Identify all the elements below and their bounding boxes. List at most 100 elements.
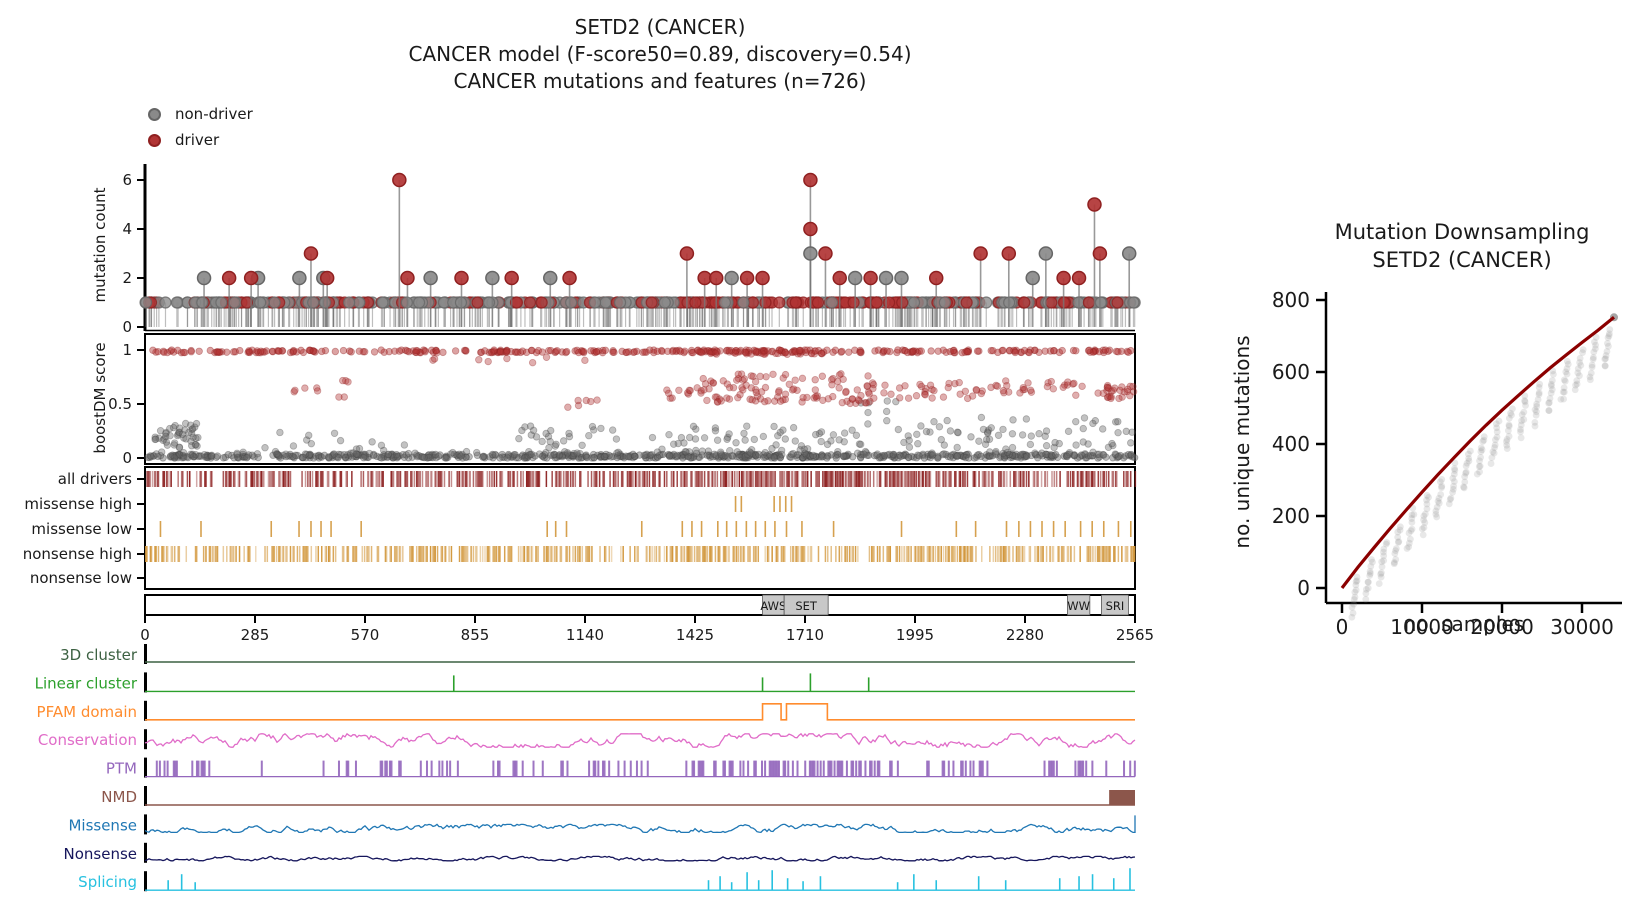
- needle-peak: [303, 246, 319, 261]
- feature-label-PFAM-domain: PFAM domain: [37, 703, 137, 721]
- needle-peak: [1092, 246, 1108, 261]
- xaxis-tick-1140: 1140: [566, 626, 604, 644]
- feature-label-Linear-cluster: Linear cluster: [35, 674, 138, 692]
- track-label-missense-high: missense high: [24, 495, 132, 513]
- xaxis-tick-1710: 1710: [786, 626, 824, 644]
- needle-peak: [739, 270, 755, 286]
- needle-peak: [196, 270, 212, 286]
- needle-peak: [832, 270, 847, 286]
- needle-peak: [724, 270, 739, 286]
- mutation-downsampling-plot: 0 200 400 600 800 0 10000 20000 30000: [1272, 288, 1622, 639]
- feature-label-Missense: Missense: [68, 816, 137, 834]
- needle-peak: [243, 270, 259, 286]
- track-label-missense-low: missense low: [31, 520, 132, 538]
- needle-peak: [454, 270, 469, 286]
- needle-peak: [423, 270, 438, 286]
- ds-xtick-10000: 10000: [1390, 615, 1454, 639]
- figure-title-line2: CANCER model (F-score50=0.89, discovery=…: [408, 42, 912, 66]
- feature-label-NMD: NMD: [101, 788, 137, 806]
- xaxis-tick-1995: 1995: [896, 626, 934, 644]
- score-ytick-0: 0: [122, 449, 132, 467]
- needle-peak: [1071, 270, 1087, 286]
- needle-ytick-6: 6: [122, 171, 132, 189]
- needle-peak: [894, 270, 909, 286]
- needle-peak: [1001, 246, 1017, 261]
- feature-label-Nonsense: Nonsense: [64, 845, 138, 863]
- needle-peak: [319, 270, 335, 286]
- needle-peak: [973, 246, 988, 261]
- needle-ytick-0: 0: [122, 318, 132, 336]
- ds-xtick-30000: 30000: [1550, 615, 1614, 639]
- track-label-nonsense-low: nonsense low: [30, 569, 132, 587]
- needle-peak: [878, 270, 894, 286]
- legend-label-non-driver: non-driver: [175, 105, 253, 123]
- legend-item-driver: driver: [148, 127, 253, 153]
- boostdm-score-plot: 00.51: [108, 333, 1139, 467]
- needle-peak: [543, 270, 558, 286]
- track-label-nonsense-high: nonsense high: [23, 545, 132, 563]
- protein-domain-bar: AWS SET WW SRI 0 285 570 855 1140 1425 1710 1995 228…: [140, 594, 1154, 644]
- needle-peak: [818, 246, 833, 261]
- feature-label-Conservation: Conservation: [38, 731, 137, 749]
- xaxis-tick-570: 570: [351, 626, 380, 644]
- driver-legend: non-driver driver: [148, 101, 253, 153]
- needle-peak: [679, 246, 695, 261]
- domain-label-AWS: AWS: [760, 599, 786, 613]
- needle-peak: [292, 270, 307, 286]
- feature-label-PTM: PTM: [106, 760, 137, 778]
- downsampling-title-line2: SETD2 (CANCER): [1372, 248, 1552, 272]
- feature-label-3D-cluster: 3D cluster: [60, 646, 138, 664]
- driver-dot-icon: [148, 133, 161, 147]
- mutation-needle-plot: 0 2 4 6: [122, 164, 1141, 336]
- legend-item-non-driver: non-driver: [148, 101, 253, 127]
- needle-peak: [803, 246, 818, 261]
- domain-label-SET: SET: [795, 599, 818, 613]
- needle-peak: [803, 172, 818, 188]
- score-ytick-1: 1: [122, 341, 132, 359]
- needle-peak: [562, 270, 577, 286]
- ds-xtick-20000: 20000: [1470, 615, 1534, 639]
- needle-peak: [1056, 270, 1071, 286]
- domain-label-SRI: SRI: [1106, 599, 1125, 613]
- needle-ytick-4: 4: [122, 220, 132, 238]
- ds-xtick-0: 0: [1336, 615, 1349, 639]
- ds-ytick-600: 600: [1272, 360, 1310, 384]
- xaxis-tick-855: 855: [461, 626, 490, 644]
- ds-ytick-800: 800: [1272, 288, 1310, 312]
- ds-ytick-0: 0: [1297, 576, 1310, 600]
- needle-peak: [400, 270, 415, 286]
- domain-label-WW: WW: [1067, 599, 1090, 613]
- needle-peak: [392, 172, 407, 188]
- ds-ytick-400: 400: [1272, 432, 1310, 456]
- domain-box-WW: [1067, 594, 1091, 616]
- needle-peak: [928, 270, 944, 286]
- driver-consequence-tracks: all drivers missense high missense low nons…: [23, 466, 1137, 590]
- downsampling-xlabel: no. samples: [1403, 612, 1525, 636]
- needle-peak: [708, 270, 724, 286]
- domain-box-SET: [783, 594, 829, 616]
- track-label-all-drivers: all drivers: [58, 470, 132, 488]
- ds-ytick-200: 200: [1272, 504, 1310, 528]
- needle-peak: [803, 221, 818, 237]
- non-driver-dot-icon: [148, 107, 161, 121]
- needle-peak: [485, 270, 500, 286]
- xaxis-tick-1425: 1425: [676, 626, 714, 644]
- xaxis-tick-0: 0: [140, 626, 150, 644]
- downsampling-title-line1: Mutation Downsampling: [1334, 220, 1590, 244]
- needle-peak: [1087, 197, 1102, 212]
- xaxis-tick-285: 285: [241, 626, 270, 644]
- xaxis-tick-2280: 2280: [1006, 626, 1044, 644]
- legend-label-driver: driver: [175, 131, 220, 149]
- needle-peak: [1121, 246, 1137, 261]
- needle-peak: [221, 270, 237, 286]
- score-ytick-0.5: 0.5: [108, 395, 132, 413]
- needle-ytick-2: 2: [122, 269, 132, 287]
- feature-tracks: 3D cluster Linear cluster PFAM domain Conse…: [35, 644, 1136, 892]
- domain-box-SRI: [1101, 594, 1129, 616]
- xaxis-tick-2565: 2565: [1116, 626, 1154, 644]
- feature-label-Splicing: Splicing: [78, 873, 137, 891]
- needle-peak: [863, 270, 878, 286]
- needle-peak: [1025, 270, 1040, 286]
